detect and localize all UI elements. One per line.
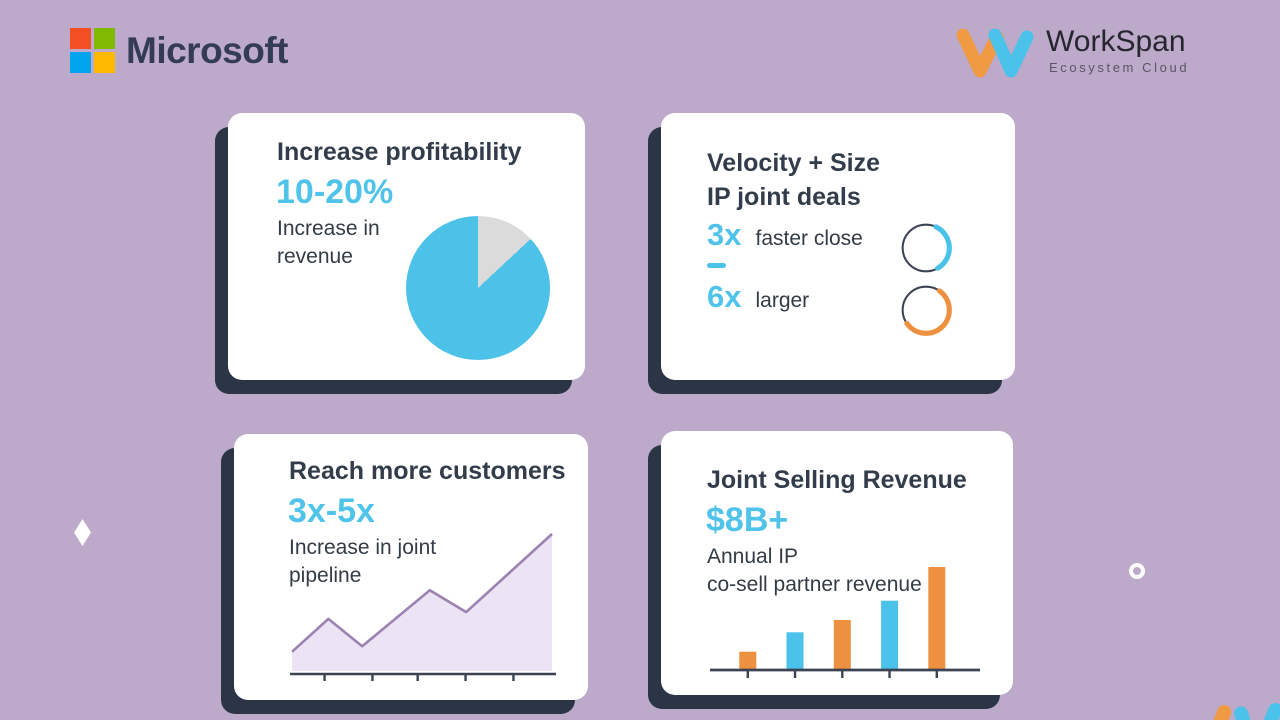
card-title: Reach more customers xyxy=(289,457,566,485)
metric-value: $8B+ xyxy=(706,501,789,539)
stat-metric: 6x xyxy=(707,279,742,314)
stat-label: faster close xyxy=(755,227,863,250)
card-velocity-size: Velocity + Size IP joint deals 3x faster… xyxy=(661,113,1015,380)
metric-underline xyxy=(707,263,726,268)
card-title: Increase profitability xyxy=(277,138,522,166)
workspan-w-icon xyxy=(956,28,1034,78)
title-line: IP joint deals xyxy=(707,183,861,211)
microsoft-logo: Microsoft xyxy=(70,28,289,73)
card-title: Joint Selling Revenue xyxy=(707,466,967,494)
workspan-corner-mark-stroke xyxy=(1204,702,1234,720)
pie-chart xyxy=(406,216,550,360)
microsoft-square-blue xyxy=(70,52,91,73)
card-joint-selling-revenue: Joint Selling Revenue $8B+ Annual IP co-… xyxy=(661,431,1013,695)
microsoft-square-red xyxy=(70,28,91,49)
metric-description: Annual IP co-sell partner revenue xyxy=(707,543,922,599)
description-line: Increase in xyxy=(277,217,380,240)
stat-metric: 3x xyxy=(707,217,742,252)
workspan-subtitle: Ecosystem Cloud xyxy=(1049,60,1190,75)
card-reach-more-customers: Reach more customers 3x-5x Increase in j… xyxy=(234,434,588,700)
stat-label: larger xyxy=(755,289,810,312)
description-line: co-sell partner revenue xyxy=(707,573,922,596)
metric-value: 10-20% xyxy=(276,173,394,211)
circle-decoration xyxy=(1129,563,1145,579)
description-line: pipeline xyxy=(289,564,362,587)
microsoft-squares-icon xyxy=(70,28,115,73)
bar-chart xyxy=(710,557,980,681)
microsoft-square-green xyxy=(94,28,115,49)
card-increase-profitability: Increase profitability 10-20% Increase i… xyxy=(228,113,585,380)
title-line: Velocity + Size xyxy=(707,149,881,177)
metric-description: Increase in joint pipeline xyxy=(289,534,436,590)
description-line: Increase in joint xyxy=(289,536,437,559)
card-title: Velocity + Size IP joint deals xyxy=(707,146,880,214)
workspan-corner-mark-stroke xyxy=(1232,704,1258,720)
ring-gauge-faster-close xyxy=(898,220,954,276)
description-line: revenue xyxy=(277,245,353,268)
workspan-wordmark: WorkSpan xyxy=(1046,25,1186,58)
stat-row-larger: 6x larger xyxy=(707,279,809,315)
stat-row-faster-close: 3x faster close xyxy=(707,217,863,253)
microsoft-square-yellow xyxy=(94,52,115,73)
metric-description: Increase in revenue xyxy=(277,215,380,271)
area-chart xyxy=(290,531,556,683)
microsoft-wordmark: Microsoft xyxy=(126,29,289,71)
ring-gauge-larger xyxy=(898,282,954,338)
workspan-corner-mark-stroke xyxy=(1255,700,1280,720)
metric-value: 3x-5x xyxy=(288,492,375,530)
description-line: Annual IP xyxy=(707,545,799,568)
diamond-decoration xyxy=(74,519,91,546)
